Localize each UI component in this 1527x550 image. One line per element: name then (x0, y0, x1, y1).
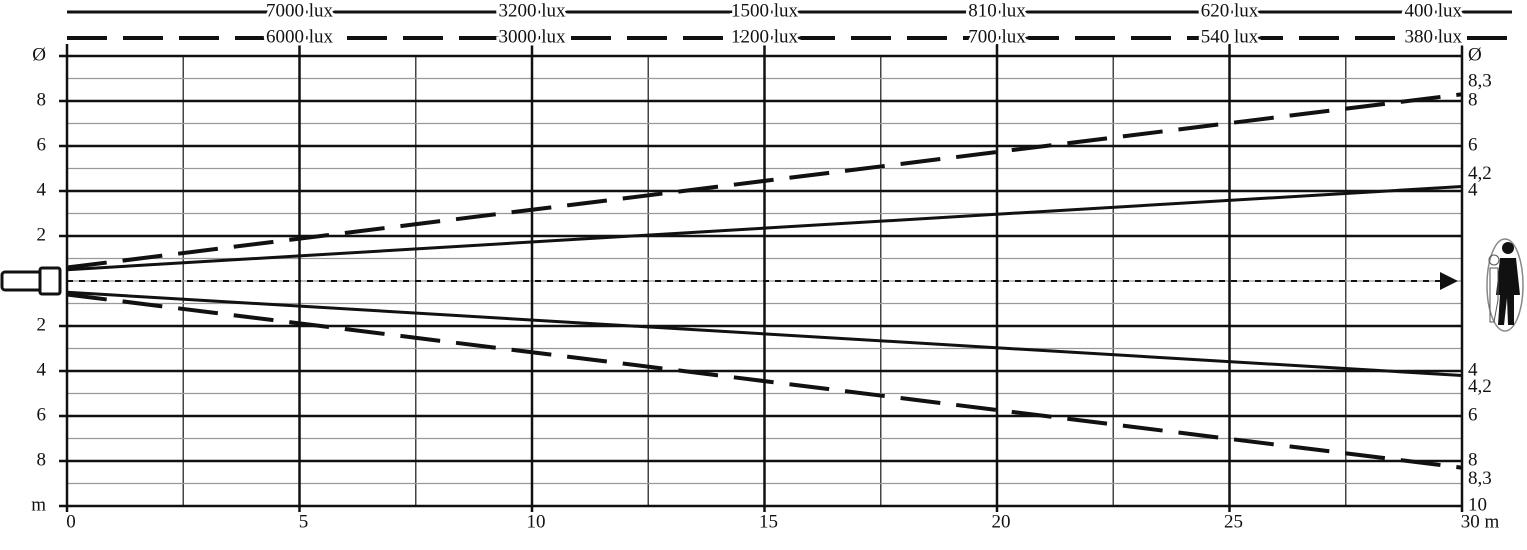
y2-tick-label: 4 (1468, 359, 1478, 380)
lux-label: 400 lux (1404, 0, 1462, 21)
lux-label: 540 lux (1201, 26, 1259, 47)
beam-line (66, 185, 1463, 272)
x-tick-label: 20 (992, 511, 1011, 532)
arrow-head (1440, 272, 1458, 290)
y2-tick-label: 4,2 (1468, 163, 1492, 184)
y-tick-label: Ø (32, 44, 46, 65)
x-tick-label: 30 m (1461, 511, 1500, 532)
x-tick-label: 0 (66, 511, 76, 532)
y2-tick-label: 4 (1468, 179, 1478, 200)
y-tick-label: 6 (37, 404, 47, 425)
y2-tick-label: 6 (1468, 404, 1478, 425)
y-tick-label: 6 (37, 134, 47, 155)
lux-label: 1500 lux (731, 0, 799, 21)
x-tick-label: 25 (1224, 511, 1243, 532)
lux-label: 3200 lux (498, 0, 566, 21)
x-tick-label: 5 (299, 511, 309, 532)
y2-tick-label: Ø (1468, 44, 1482, 65)
beam-line (66, 290, 1463, 377)
y2-tick-label: 8,3 (1468, 71, 1492, 92)
y2-tick-label: 8,3 (1468, 468, 1492, 489)
lux-label: 620 lux (1201, 0, 1259, 21)
y2-tick-label: 8 (1468, 89, 1478, 110)
y-tick-label: 2 (37, 224, 47, 245)
y2-tick-label: 10 (1468, 494, 1487, 515)
lux-label: 810 lux (968, 0, 1026, 21)
y-tick-label: 4 (37, 179, 47, 200)
lux-label: 7000 lux (266, 0, 334, 21)
y-tick-label: 4 (37, 359, 47, 380)
lux-label: 700 lux (968, 26, 1026, 47)
x-tick-label: 15 (759, 511, 778, 532)
y2-tick-label: 4,2 (1468, 376, 1492, 397)
lux-label: 1200 lux (731, 26, 799, 47)
beam-line (66, 292, 1463, 470)
y-tick-label: 2 (37, 314, 47, 335)
lux-label: 380 lux (1404, 26, 1462, 47)
y2-tick-label: 8 (1468, 449, 1478, 470)
lux-label: 3000 lux (498, 26, 566, 47)
flashlight-icon (0, 266, 62, 296)
person-icon (1486, 238, 1524, 332)
beam-line (66, 92, 1463, 270)
lux-label: 6000 lux (266, 26, 334, 47)
x-tick-label: 10 (527, 511, 546, 532)
y-tick-label: m (31, 494, 46, 515)
y-tick-label: 8 (37, 449, 47, 470)
y2-tick-label: 6 (1468, 134, 1478, 155)
y-tick-label: 8 (37, 89, 47, 110)
